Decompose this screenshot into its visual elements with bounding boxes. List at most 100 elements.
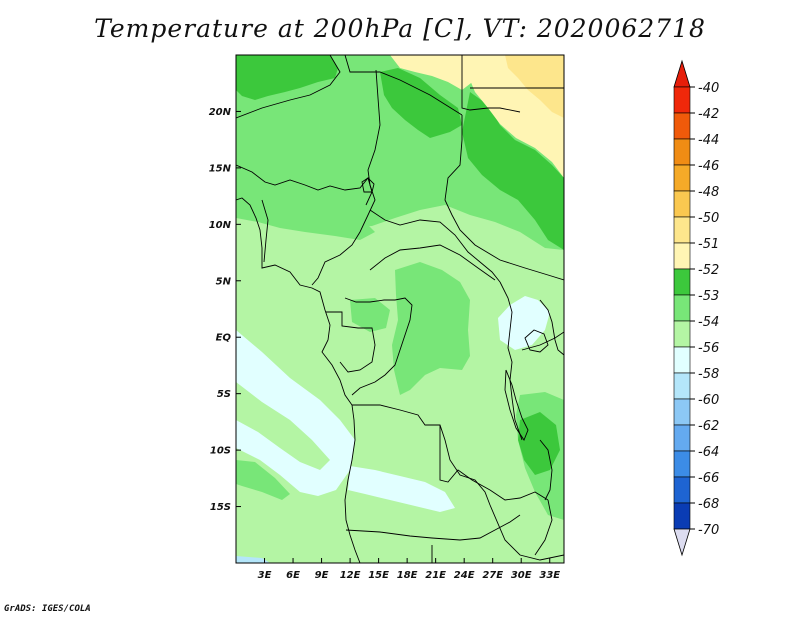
colorbar-segment	[673, 320, 691, 348]
lake-chad	[361, 177, 375, 193]
boundary-benin	[261, 199, 269, 263]
boundary-sudan-west	[444, 115, 564, 281]
lat-tick-label: 5N	[216, 276, 232, 287]
boundary-mozambique	[534, 499, 553, 556]
coastline-west	[236, 197, 361, 563]
boundary-congo-drc	[344, 297, 413, 396]
lon-tick-label: 9E	[315, 570, 329, 581]
colorbar-label: -62	[698, 419, 719, 434]
boundary-sudan-north	[461, 55, 521, 113]
boundary-angola	[352, 404, 491, 506]
field-darkgreen-north	[380, 68, 462, 138]
colorbar: -40 -42 -44 -46 -48 -50 -51 -52 -53 -54 -56 -58 -60 -…	[673, 59, 719, 557]
lon-tick-label: 33E	[539, 570, 560, 581]
lon-tick-label: 21E	[425, 570, 446, 581]
credit-text: GrADS: IGES/COLA	[4, 604, 91, 614]
boundary-south-africa	[489, 504, 564, 561]
colorbar-label: -66	[698, 471, 719, 486]
colorbar-segment	[673, 190, 691, 218]
field-green-central	[392, 262, 470, 395]
colorbar-segment	[673, 216, 691, 244]
colorbar-segment	[673, 268, 691, 296]
field-green-central-west	[350, 298, 390, 332]
lat-tick-label: 20N	[209, 107, 232, 118]
lon-tick-label: 6E	[286, 570, 300, 581]
field-darkgreen-northwest	[236, 55, 338, 100]
boundary-car-south	[369, 244, 496, 281]
field-darkgreen-northeast	[462, 92, 564, 250]
colorbar-label: -50	[698, 211, 719, 226]
boundary-zambia	[439, 425, 549, 501]
colorbar-label: -40	[698, 81, 719, 96]
colorbar-segment	[673, 112, 691, 140]
field-green-southwest	[236, 460, 290, 500]
lake-victoria	[524, 329, 549, 353]
colorbar-bottom-arrow	[673, 528, 691, 557]
colorbar-top-arrow	[673, 59, 691, 88]
colorbar-label: -53	[698, 289, 719, 304]
chart-title: Temperature at 200hPa [C], VT: 202006271…	[94, 14, 706, 43]
lat-tick-label: 10S	[210, 446, 231, 457]
boundary-chad-niger	[344, 55, 463, 116]
field-cyan-band-south	[348, 466, 455, 512]
field-yellow-northeast	[505, 55, 564, 118]
country-boundaries	[236, 55, 564, 563]
colorbar-label: -54	[698, 315, 719, 330]
colorbar-label: -42	[698, 107, 719, 122]
boundary-drc-east	[499, 281, 523, 441]
lake-tanganyika	[504, 369, 529, 441]
boundary-sahara-north	[236, 55, 341, 119]
lat-tick-label: 15N	[209, 163, 232, 174]
lon-tick-label: 3E	[258, 570, 272, 581]
colorbar-label: -56	[698, 341, 719, 356]
colorbar-segment	[673, 502, 691, 530]
colorbar-segment	[673, 242, 691, 270]
colorbar-segment	[673, 346, 691, 374]
colorbar-segment	[673, 138, 691, 166]
colorbar-label: -48	[698, 185, 719, 200]
lon-tick-label: 30E	[511, 570, 532, 581]
field-cyan-band-west	[236, 330, 355, 496]
field-yellowlight-north	[390, 55, 480, 90]
boundary-chad-cameroon	[311, 69, 381, 286]
lon-tick-label: 15E	[368, 570, 389, 581]
lake-malawi	[539, 439, 553, 501]
colorbar-label: -68	[698, 497, 719, 512]
boundary-car	[369, 209, 501, 283]
lon-tick-label: 18E	[397, 570, 418, 581]
axis-ticks: 3E 6E 9E 12E 15E 18E 21E 24E 27E 30E 33E 20N 15N 10N 5…	[209, 107, 561, 581]
colorbar-segment	[673, 164, 691, 192]
colorbar-label: -60	[698, 393, 719, 408]
colorbar-label: -51	[698, 237, 719, 252]
field-green-north-patch	[236, 168, 375, 240]
lon-tick-label: 27E	[482, 570, 503, 581]
boundary-tanzania	[521, 331, 564, 351]
boundary-angola-south	[345, 514, 521, 541]
lon-tick-label: 24E	[454, 570, 475, 581]
map-frame	[235, 54, 565, 564]
colorbar-label: -70	[698, 523, 719, 538]
field-cyan-sw-corner	[236, 556, 270, 563]
lat-tick-label: EQ	[216, 333, 232, 344]
lat-tick-label: 15S	[210, 502, 231, 513]
colorbar-segment	[673, 424, 691, 452]
colorbar-label: -46	[698, 159, 719, 174]
colorbar-segment	[673, 294, 691, 322]
lon-tick-label: 12E	[340, 570, 361, 581]
field-lightgreen-strip	[236, 382, 330, 470]
colorbar-label: -58	[698, 367, 719, 382]
colorbar-segment	[673, 476, 691, 504]
temperature-field	[236, 55, 564, 563]
boundary-gabon	[326, 311, 376, 373]
boundary-kenya	[539, 299, 564, 356]
lat-tick-label: 5S	[217, 389, 231, 400]
lat-tick-label: 10N	[209, 220, 232, 231]
colorbar-label: -52	[698, 263, 719, 278]
colorbar-segment	[673, 86, 691, 114]
colorbar-segment	[673, 450, 691, 478]
colorbar-segment	[673, 372, 691, 400]
colorbar-label: -64	[698, 445, 719, 460]
colorbar-segment	[673, 398, 691, 426]
colorbar-label: -44	[698, 133, 719, 148]
